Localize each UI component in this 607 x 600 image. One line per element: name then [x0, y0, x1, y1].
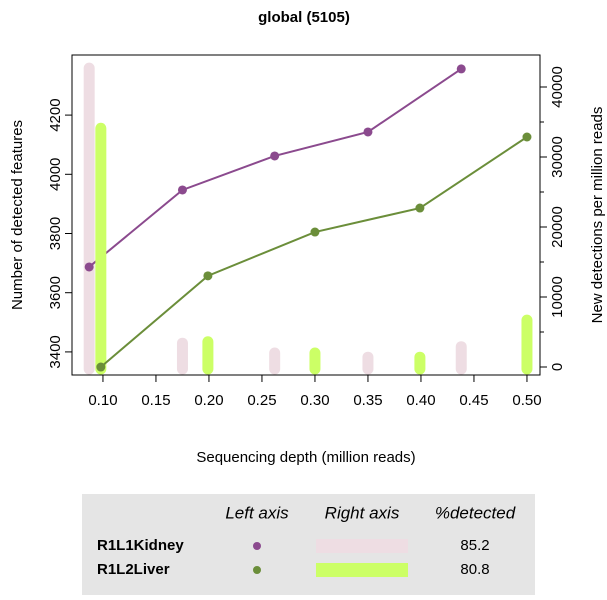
x-axis-label: Sequencing depth (million reads)	[196, 449, 415, 466]
legend-point	[253, 542, 261, 550]
x-tick-label: 0.40	[406, 392, 435, 409]
y-axis-label: Number of detected features	[9, 120, 26, 310]
series-point	[415, 203, 425, 213]
series-point	[310, 227, 320, 237]
y-tick-label: 3400	[47, 335, 64, 368]
series-point	[203, 271, 213, 281]
series-point	[363, 127, 373, 137]
legend-bar	[316, 539, 408, 553]
series-line	[88, 68, 462, 268]
x-tick-label: 0.20	[194, 392, 223, 409]
x-tick-label: 0.50	[512, 392, 541, 409]
y-tick-label: 3800	[47, 217, 64, 250]
y2-tick-label: 30000	[549, 136, 566, 178]
series-point	[270, 151, 280, 161]
y2-tick-label: 40000	[549, 66, 566, 108]
series-point	[177, 185, 187, 195]
y-tick-label: 4000	[47, 158, 64, 191]
y2-tick-label: 0	[549, 363, 566, 371]
legend-header: %detected	[435, 503, 516, 522]
legend-point	[253, 566, 261, 574]
x-tick-label: 0.35	[353, 392, 382, 409]
series-point	[96, 362, 106, 372]
x-tick-label: 0.30	[300, 392, 329, 409]
legend-percent: 80.8	[460, 561, 489, 578]
chart-title: global (5105)	[258, 9, 350, 26]
series-point	[84, 262, 94, 272]
x-tick-label: 0.45	[459, 392, 488, 409]
legend-header: Right axis	[325, 503, 400, 522]
legend-name: R1L2Liver	[97, 561, 170, 578]
legend-box	[82, 494, 535, 595]
x-tick-label: 0.10	[88, 392, 117, 409]
legend-name: R1L1Kidney	[97, 537, 184, 554]
series-line	[100, 136, 528, 368]
legend-percent: 85.2	[460, 537, 489, 554]
series-point	[522, 132, 532, 142]
y-tick-label: 4200	[47, 98, 64, 131]
series-point	[456, 64, 466, 74]
x-tick-label: 0.15	[141, 392, 170, 409]
legend-bar	[316, 563, 408, 577]
y2-axis-label: New detections per million reads	[589, 107, 606, 324]
legend-header: Left axis	[225, 503, 289, 522]
y-tick-label: 3600	[47, 276, 64, 309]
y2-tick-label: 10000	[549, 276, 566, 318]
plot-frame	[71, 54, 541, 376]
y2-tick-label: 20000	[549, 206, 566, 248]
x-tick-label: 0.25	[247, 392, 276, 409]
